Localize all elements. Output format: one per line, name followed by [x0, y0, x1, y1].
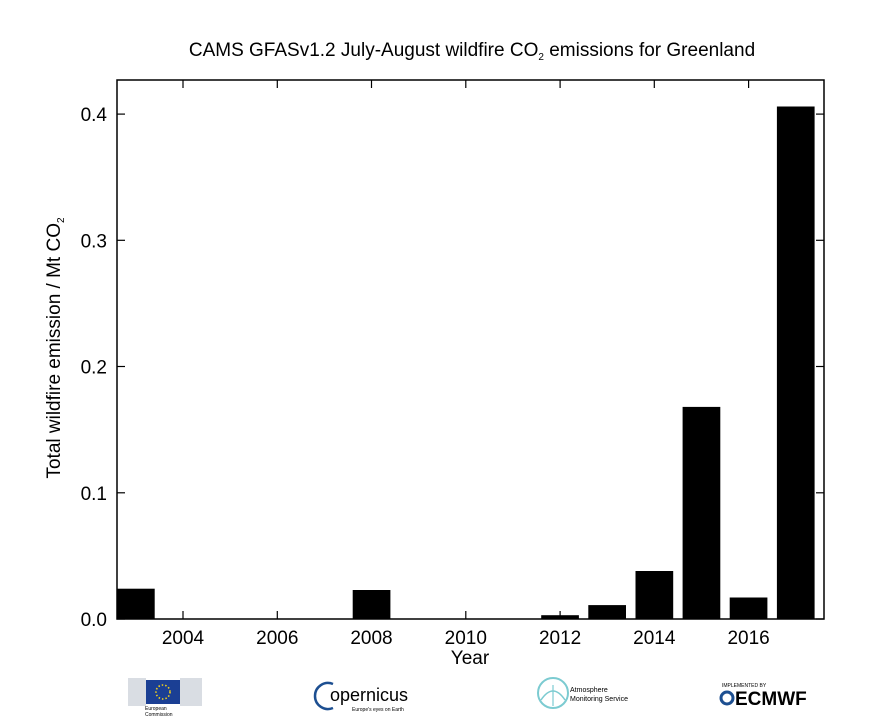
y-axis-label-main: Total wildfire emission / Mt CO — [44, 223, 65, 479]
atmosphere-label-line1: Atmosphere — [570, 687, 608, 694]
ec-building-icon — [128, 678, 146, 706]
chart-title-main: CAMS GFASv1.2 July-August wildfire CO — [189, 40, 539, 61]
ecmwf-name: ECMWF — [735, 689, 807, 710]
y-axis-label: Total wildfire emission / Mt CO2 — [44, 217, 67, 479]
atmosphere-service-logo: Atmosphere Monitoring Service — [537, 677, 628, 709]
x-ticks-group: 2004 2006 2008 2010 2012 2014 2016 — [162, 80, 770, 649]
y-tick-label-0.3: 0.3 — [81, 231, 107, 252]
ec-label-line1: European — [145, 706, 167, 712]
copernicus-name: opernicus — [330, 685, 408, 705]
bars-group — [117, 106, 815, 619]
bar-2003 — [117, 588, 155, 619]
ecmwf-logo: IMPLEMENTED BY ECMWF — [719, 683, 807, 710]
x-tick-label-2008: 2008 — [350, 628, 392, 649]
x-tick-label-2014: 2014 — [633, 628, 676, 649]
x-tick-label-2016: 2016 — [727, 628, 769, 649]
ec-logo: European Commission — [128, 678, 202, 718]
chart-title: CAMS GFASv1.2 July-August wildfire CO2 e… — [189, 40, 755, 63]
x-tick-label-2010: 2010 — [445, 628, 487, 649]
bar-2013 — [588, 605, 626, 619]
ec-building-right-icon — [180, 678, 202, 706]
bar-2016 — [729, 597, 768, 619]
ecmwf-symbol-icon — [719, 690, 735, 706]
atmosphere-globe-icon — [537, 677, 569, 709]
chart-title-end: emissions for Greenland — [544, 40, 755, 61]
ec-label-line2: Commission — [145, 712, 173, 718]
atmosphere-label-line2: Monitoring Service — [570, 696, 628, 703]
ec-flag-icon — [146, 680, 180, 704]
chart-title-subscript: 2 — [538, 52, 544, 63]
plot-frame — [116, 79, 825, 620]
y-axis-label-subscript: 2 — [56, 217, 67, 223]
y-tick-label-0.1: 0.1 — [81, 484, 107, 505]
bar-2017 — [776, 106, 815, 619]
copernicus-c-icon — [313, 681, 334, 711]
x-tick-label-2004: 2004 — [162, 628, 205, 649]
y-tick-label-0.4: 0.4 — [81, 105, 108, 126]
y-tick-label-0.2: 0.2 — [81, 358, 107, 379]
copernicus-logo: opernicus Europe's eyes on Earth — [313, 681, 408, 713]
copernicus-tagline: Europe's eyes on Earth — [352, 707, 404, 713]
x-tick-label-2012: 2012 — [539, 628, 581, 649]
ecmwf-implemented-by: IMPLEMENTED BY — [722, 683, 767, 689]
x-tick-label-2006: 2006 — [256, 628, 298, 649]
eu-stars-icon — [155, 684, 171, 700]
y-tick-label-0.0: 0.0 — [81, 610, 107, 631]
y-ticks-group: 0.0 0.1 0.2 0.3 0.4 — [81, 105, 824, 631]
x-axis-label: Year — [451, 648, 490, 669]
bar-2015 — [682, 406, 721, 619]
